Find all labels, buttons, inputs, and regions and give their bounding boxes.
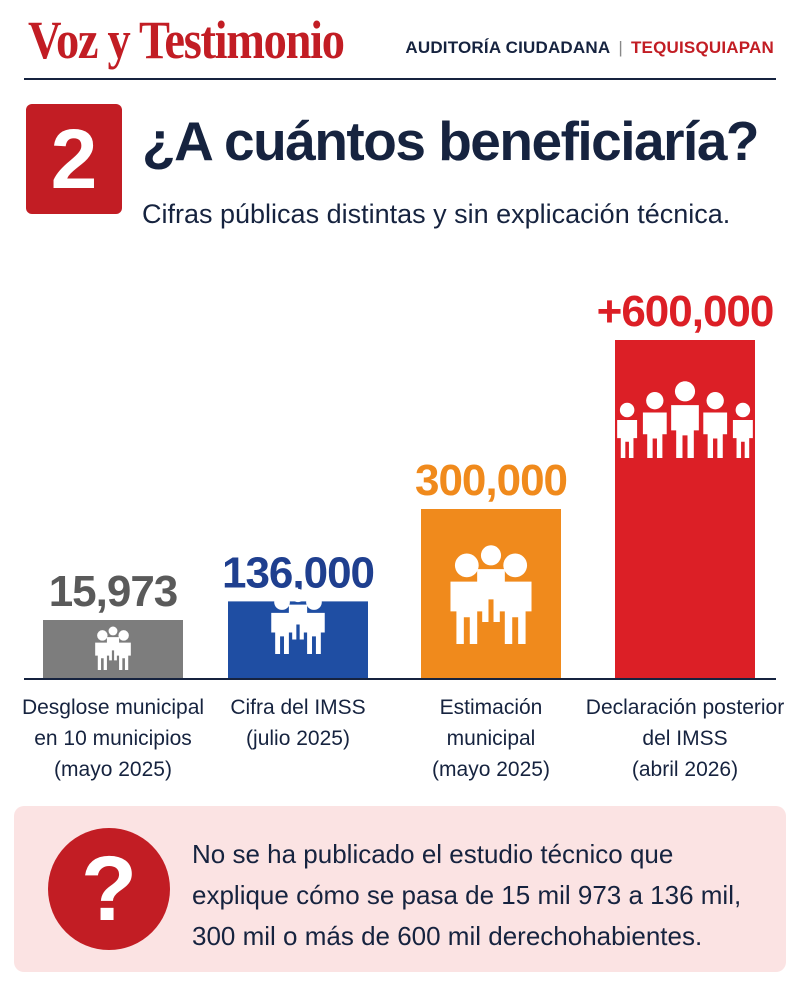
x-axis-baseline (24, 678, 776, 680)
page-subtitle: Cifras públicas distintas y sin explicac… (142, 199, 731, 229)
category-label-4-line-2: del IMSS (642, 727, 727, 750)
header-tags: AUDITORÍA CIUDADANA | TEQUISQUIAPAN (405, 38, 774, 58)
category-label-2-line-2: (julio 2025) (246, 727, 350, 750)
category-label-1-line-2: en 10 municipios (34, 727, 192, 750)
category-label-3-line-2: municipal (447, 727, 536, 750)
data-label-3: 300,000 (415, 456, 567, 505)
beneficiaries-bar-chart: 15,973 Desglose municipal en 10 municipios… (22, 287, 784, 781)
category-label-3-line-1: Estimación (440, 696, 543, 719)
question-mark-icon: ? (48, 828, 170, 950)
category-label-1-line-1: Desglose municipal (22, 696, 204, 719)
header-rule (24, 78, 776, 80)
category-label-1-line-3: (mayo 2025) (54, 758, 172, 781)
category-label-4-line-1: Declaración posterior (586, 696, 784, 719)
section-label: AUDITORÍA CIUDADANA (405, 38, 611, 57)
category-label-2-line-1: Cifra del IMSS (230, 696, 365, 719)
data-label-1: 15,973 (49, 567, 178, 616)
location-label: TEQUISQUIAPAN (630, 38, 774, 57)
header-separator: | (618, 38, 623, 57)
section-number-badge: 2 (26, 104, 122, 214)
note-box: ? No se ha publicado el estudio técnico … (14, 806, 786, 972)
brand-logo: Voz y Testimonio (28, 10, 345, 70)
page-title: ¿A cuántos beneficiaría? (142, 110, 760, 172)
people-group-3-icon-2 (271, 588, 325, 654)
category-label-4-line-3: (abril 2026) (632, 758, 738, 781)
people-group-3-icon-3 (450, 545, 532, 644)
note-text: No se ha publicado el estudio técnico qu… (192, 839, 742, 951)
people-group-5-icon-4 (617, 381, 753, 458)
data-label-4: +600,000 (597, 287, 774, 336)
people-group-3-icon-1 (95, 626, 131, 670)
category-label-3-line-3: (mayo 2025) (432, 758, 550, 781)
